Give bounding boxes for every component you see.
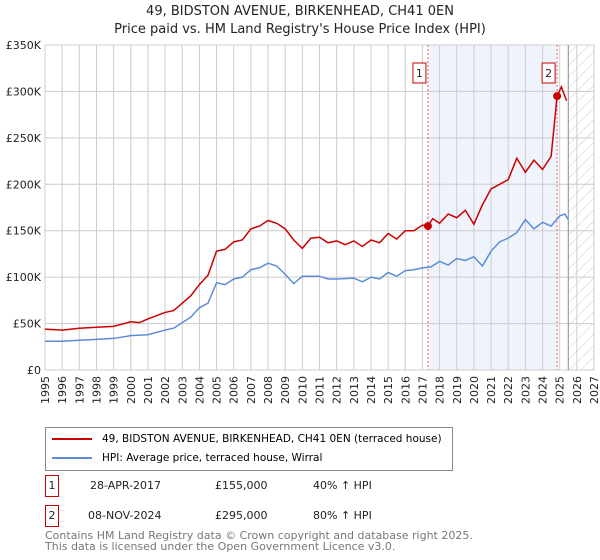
sale-row: 1 28-APR-2017 £155,000 40% ↑ HPI bbox=[45, 475, 465, 497]
y-tick-label: £50K bbox=[13, 318, 42, 331]
sale-point bbox=[423, 222, 432, 231]
legend-label-property: 49, BIDSTON AVENUE, BIRKENHEAD, CH41 0EN… bbox=[102, 433, 442, 445]
x-tick-label: 2027 bbox=[588, 376, 600, 404]
x-tick-label: 1999 bbox=[108, 376, 121, 404]
sale-marker-label: 1 bbox=[416, 67, 423, 80]
x-tick-label: 2004 bbox=[193, 376, 206, 404]
footer-licence: This data is licensed under the Open Gov… bbox=[45, 540, 396, 553]
x-tick-label: 2011 bbox=[314, 376, 327, 404]
sale-price: £295,000 bbox=[215, 509, 268, 522]
x-tick-label: 2025 bbox=[554, 376, 567, 404]
x-tick-label: 2010 bbox=[296, 376, 309, 404]
x-tick-label: 2017 bbox=[416, 376, 429, 404]
y-tick-label: £200K bbox=[6, 178, 42, 191]
x-tick-label: 2012 bbox=[331, 376, 344, 404]
y-tick-label: £0 bbox=[27, 364, 41, 377]
sale-date: 08-NOV-2024 bbox=[88, 509, 162, 522]
x-tick-label: 2009 bbox=[279, 376, 292, 404]
x-tick-label: 2021 bbox=[485, 376, 498, 404]
x-tick-label: 2003 bbox=[176, 376, 189, 404]
sale-marker-label: 2 bbox=[545, 67, 552, 80]
x-tick-label: 2014 bbox=[365, 376, 378, 404]
x-tick-label: 2006 bbox=[228, 376, 241, 404]
sale-badge: 1 bbox=[45, 475, 59, 497]
sale-hpi-change: 80% ↑ HPI bbox=[313, 509, 372, 522]
x-tick-label: 1998 bbox=[90, 376, 103, 404]
legend-label-hpi: HPI: Average price, terraced house, Wirr… bbox=[102, 452, 323, 464]
x-tick-label: 2015 bbox=[382, 376, 395, 404]
sale-badge: 2 bbox=[45, 505, 59, 527]
x-tick-label: 1995 bbox=[39, 376, 52, 404]
x-tick-label: 1997 bbox=[73, 376, 86, 404]
x-tick-label: 2016 bbox=[399, 376, 412, 404]
x-tick-label: 2001 bbox=[142, 376, 155, 404]
footer: Contains HM Land Registry data © Crown c… bbox=[45, 530, 473, 552]
x-tick-label: 2019 bbox=[451, 376, 464, 404]
legend-item-property: 49, BIDSTON AVENUE, BIRKENHEAD, CH41 0EN… bbox=[52, 433, 442, 445]
sale-marker-badge bbox=[412, 62, 427, 84]
y-tick-label: £350K bbox=[6, 39, 42, 52]
footer-copyright: Contains HM Land Registry data © Crown c… bbox=[45, 529, 473, 542]
sale-row: 2 08-NOV-2024 £295,000 80% ↑ HPI bbox=[45, 505, 465, 527]
chart-plot: 1995 1996 1997 1998 1999 2000 2001 2002 2003 2004… bbox=[6, 39, 600, 404]
sale-point bbox=[553, 92, 562, 101]
x-tick-label: 2002 bbox=[159, 376, 172, 404]
x-tick-label: 2020 bbox=[468, 376, 481, 404]
x-tick-label: 2007 bbox=[245, 376, 258, 404]
sale-marker-badge bbox=[541, 62, 556, 84]
legend-swatch-blue bbox=[52, 457, 92, 459]
chart-subtitle: Price paid vs. HM Land Registry's House … bbox=[114, 22, 486, 37]
y-tick-label: £250K bbox=[6, 132, 42, 145]
hpi-line bbox=[45, 213, 569, 342]
x-tick-label: 2018 bbox=[434, 376, 447, 404]
property-price-line bbox=[45, 84, 568, 331]
legend-item-hpi: HPI: Average price, terraced house, Wirr… bbox=[52, 452, 322, 464]
legend: 49, BIDSTON AVENUE, BIRKENHEAD, CH41 0EN… bbox=[45, 427, 453, 471]
x-tick-label: 2026 bbox=[571, 376, 584, 404]
sale-date: 28-APR-2017 bbox=[90, 479, 162, 492]
y-tick-label: £150K bbox=[6, 225, 42, 238]
x-tick-label: 2024 bbox=[537, 376, 550, 404]
y-tick-label: £100K bbox=[6, 271, 42, 284]
x-tick-label: 2022 bbox=[502, 376, 515, 404]
x-tick-label: 2005 bbox=[211, 376, 224, 404]
x-tick-label: 2013 bbox=[348, 376, 361, 404]
x-tick-label: 1996 bbox=[56, 376, 69, 404]
forecast-hatch bbox=[568, 45, 594, 370]
sale-price: £155,000 bbox=[215, 479, 268, 492]
y-tick-label: £300K bbox=[6, 85, 42, 98]
legend-swatch-red bbox=[52, 438, 92, 440]
chart-title: 49, BIDSTON AVENUE, BIRKENHEAD, CH41 0EN bbox=[146, 4, 454, 19]
x-tick-label: 2023 bbox=[519, 376, 532, 404]
x-tick-label: 2000 bbox=[125, 376, 138, 404]
sale-hpi-change: 40% ↑ HPI bbox=[313, 479, 372, 492]
x-tick-label: 2008 bbox=[262, 376, 275, 404]
shaded-period bbox=[427, 45, 558, 370]
